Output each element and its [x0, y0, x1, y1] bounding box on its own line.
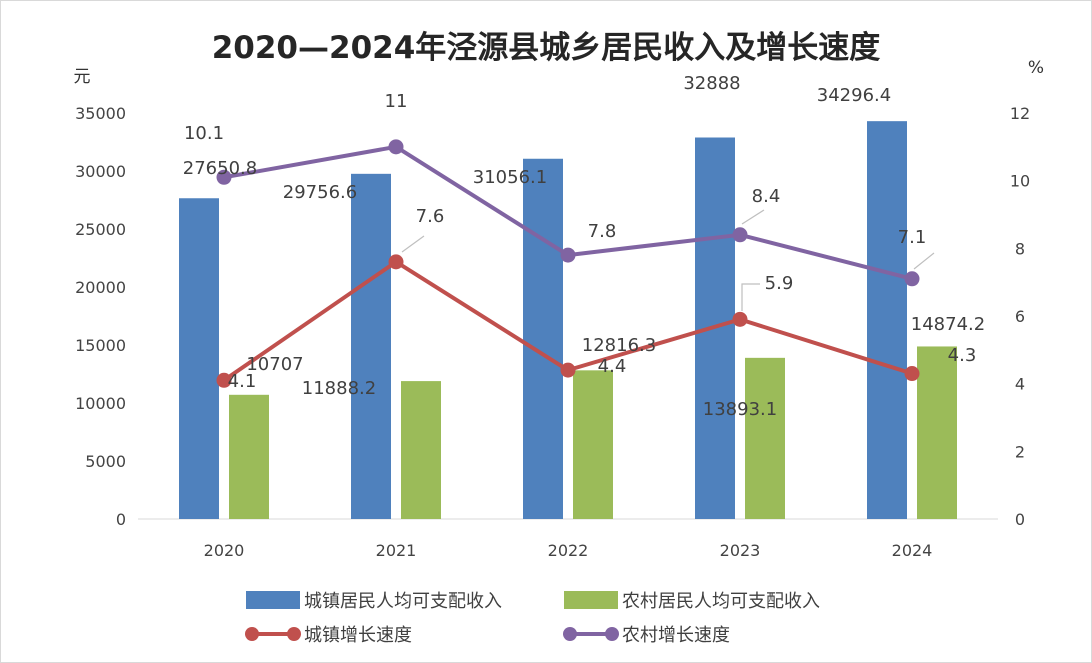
urban-income-bar	[351, 173, 391, 520]
rural-income-bar	[917, 346, 957, 519]
urban-income-label: 29756.6	[283, 182, 357, 203]
legend-marker	[245, 627, 259, 641]
axes: 0 5000 10000 15000 20000 25000 30000 35000 0 2 4 6 8…	[75, 104, 1030, 560]
urban-growth-label: 7.6	[416, 206, 445, 227]
legend-item: 农村居民人均可支配收入	[564, 591, 820, 612]
left-axis-unit: 元	[74, 67, 91, 87]
legend-marker	[563, 627, 577, 641]
legend-label: 农村增长速度	[622, 625, 730, 646]
urban-growth-label: 4.1	[228, 371, 257, 392]
legend-label: 城镇居民人均可支配收入	[304, 591, 502, 612]
rural-growth-point	[560, 247, 576, 263]
urban-income-label: 31056.1	[473, 167, 547, 188]
urban-income-bar	[523, 158, 563, 519]
rural-income-label: 14874.2	[911, 314, 985, 335]
urban-growth-point	[388, 254, 404, 270]
data-labels: 27650.8 29756.6 31056.1 32888 34296.4 10707 11…	[183, 73, 985, 420]
urban-growth-point	[904, 366, 920, 382]
left-axis-tick-label: 5000	[85, 452, 126, 471]
label-leader-line	[741, 283, 760, 311]
right-axis-unit: %	[1028, 58, 1044, 78]
label-leader-line	[741, 209, 765, 225]
rural-income-bar	[401, 381, 441, 519]
label-leader-line	[913, 252, 935, 270]
right-axis-tick-label: 6	[1015, 307, 1025, 326]
urban-income-label: 32888	[683, 73, 740, 94]
line-series	[216, 139, 920, 388]
right-axis-tick-label: 2	[1015, 442, 1025, 461]
legend-marker	[605, 627, 619, 641]
x-axis-tick-label: 2021	[376, 541, 417, 560]
rural-growth-point	[388, 139, 404, 155]
label-leader-line	[401, 235, 425, 253]
rural-growth-point	[216, 169, 232, 185]
urban-growth-label: 4.4	[598, 356, 627, 377]
left-axis-tick-label: 35000	[75, 104, 126, 123]
legend-item: 城镇增长速度	[245, 625, 412, 646]
urban-growth-point	[216, 372, 232, 388]
legend-label: 城镇增长速度	[304, 625, 412, 646]
left-axis-tick-label: 0	[116, 510, 126, 529]
rural-income-bar	[573, 370, 613, 519]
right-axis-tick-label: 10	[1010, 172, 1030, 191]
left-axis-tick-label: 10000	[75, 394, 126, 413]
urban-growth-point	[732, 311, 748, 327]
rural-growth-label: 11	[385, 91, 408, 112]
urban-income-bar	[867, 121, 907, 520]
x-axis-tick-label: 2022	[548, 541, 589, 560]
right-axis-tick-label: 4	[1015, 375, 1025, 394]
chart-title: 2020—2024年泾源县城乡居民收入及增长速度	[212, 30, 881, 66]
rural-income-label: 10707	[246, 354, 303, 375]
rural-growth-point	[904, 271, 920, 287]
urban-income-label: 34296.4	[817, 85, 891, 106]
legend-swatch-urban-income	[246, 591, 300, 609]
right-axis-tick-label: 12	[1010, 104, 1030, 123]
right-axis-tick-label: 0	[1015, 510, 1025, 529]
legend-item: 农村增长速度	[563, 625, 730, 646]
rural-growth-label: 10.1	[184, 123, 224, 144]
urban-growth-point	[560, 362, 576, 378]
urban-growth-label: 5.9	[765, 273, 794, 294]
left-axis-tick-label: 15000	[75, 336, 126, 355]
rural-income-bar	[229, 394, 269, 519]
legend-swatch-rural-income	[564, 591, 618, 609]
left-axis-tick-label: 30000	[75, 162, 126, 181]
legend-item: 城镇居民人均可支配收入	[246, 591, 502, 612]
x-axis-tick-label: 2023	[720, 541, 761, 560]
rural-growth-label: 8.4	[752, 186, 781, 207]
legend-label: 农村居民人均可支配收入	[622, 591, 820, 612]
rural-growth-point	[732, 227, 748, 243]
rural-growth-label: 7.8	[588, 221, 617, 242]
legend-marker	[287, 627, 301, 641]
left-axis-tick-label: 20000	[75, 278, 126, 297]
rural-income-label: 12816.3	[582, 335, 656, 356]
right-axis-tick-label: 8	[1015, 239, 1025, 258]
left-axis-tick-label: 25000	[75, 220, 126, 239]
rural-income-label: 11888.2	[302, 378, 376, 399]
urban-income-bar	[179, 198, 219, 519]
urban-income-label: 27650.8	[183, 158, 257, 179]
rural-growth-label: 7.1	[898, 227, 927, 248]
rural-income-label: 13893.1	[703, 399, 777, 420]
x-axis-tick-label: 2020	[204, 541, 245, 560]
x-axis-tick-label: 2024	[892, 541, 933, 560]
rural-income-bar	[745, 357, 785, 519]
urban-growth-label: 4.3	[948, 345, 977, 366]
